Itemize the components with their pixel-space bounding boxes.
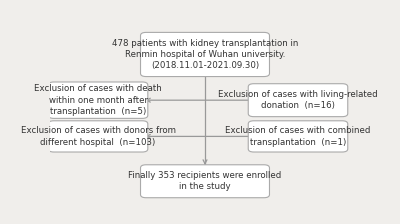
Text: Finally 353 recipients were enrolled
in the study: Finally 353 recipients were enrolled in …	[128, 171, 282, 192]
Text: 478 patients with kidney transplantation in
Renmin hospital of Wuhan university.: 478 patients with kidney transplantation…	[112, 39, 298, 70]
Text: Exclusion of cases with living-related
donation  (n=16): Exclusion of cases with living-related d…	[218, 90, 378, 110]
FancyBboxPatch shape	[248, 84, 348, 117]
Text: Exclusion of cases with combined
transplantation  (n=1): Exclusion of cases with combined transpl…	[225, 126, 371, 147]
FancyBboxPatch shape	[48, 82, 148, 118]
Text: Exclusion of cases with donors from
different hospital  (n=103): Exclusion of cases with donors from diff…	[20, 126, 176, 147]
FancyBboxPatch shape	[248, 121, 348, 152]
Text: Exclusion of cases with death
within one month after
transplantation  (n=5): Exclusion of cases with death within one…	[34, 84, 162, 116]
FancyBboxPatch shape	[48, 121, 148, 152]
FancyBboxPatch shape	[140, 32, 270, 77]
FancyBboxPatch shape	[140, 165, 270, 198]
